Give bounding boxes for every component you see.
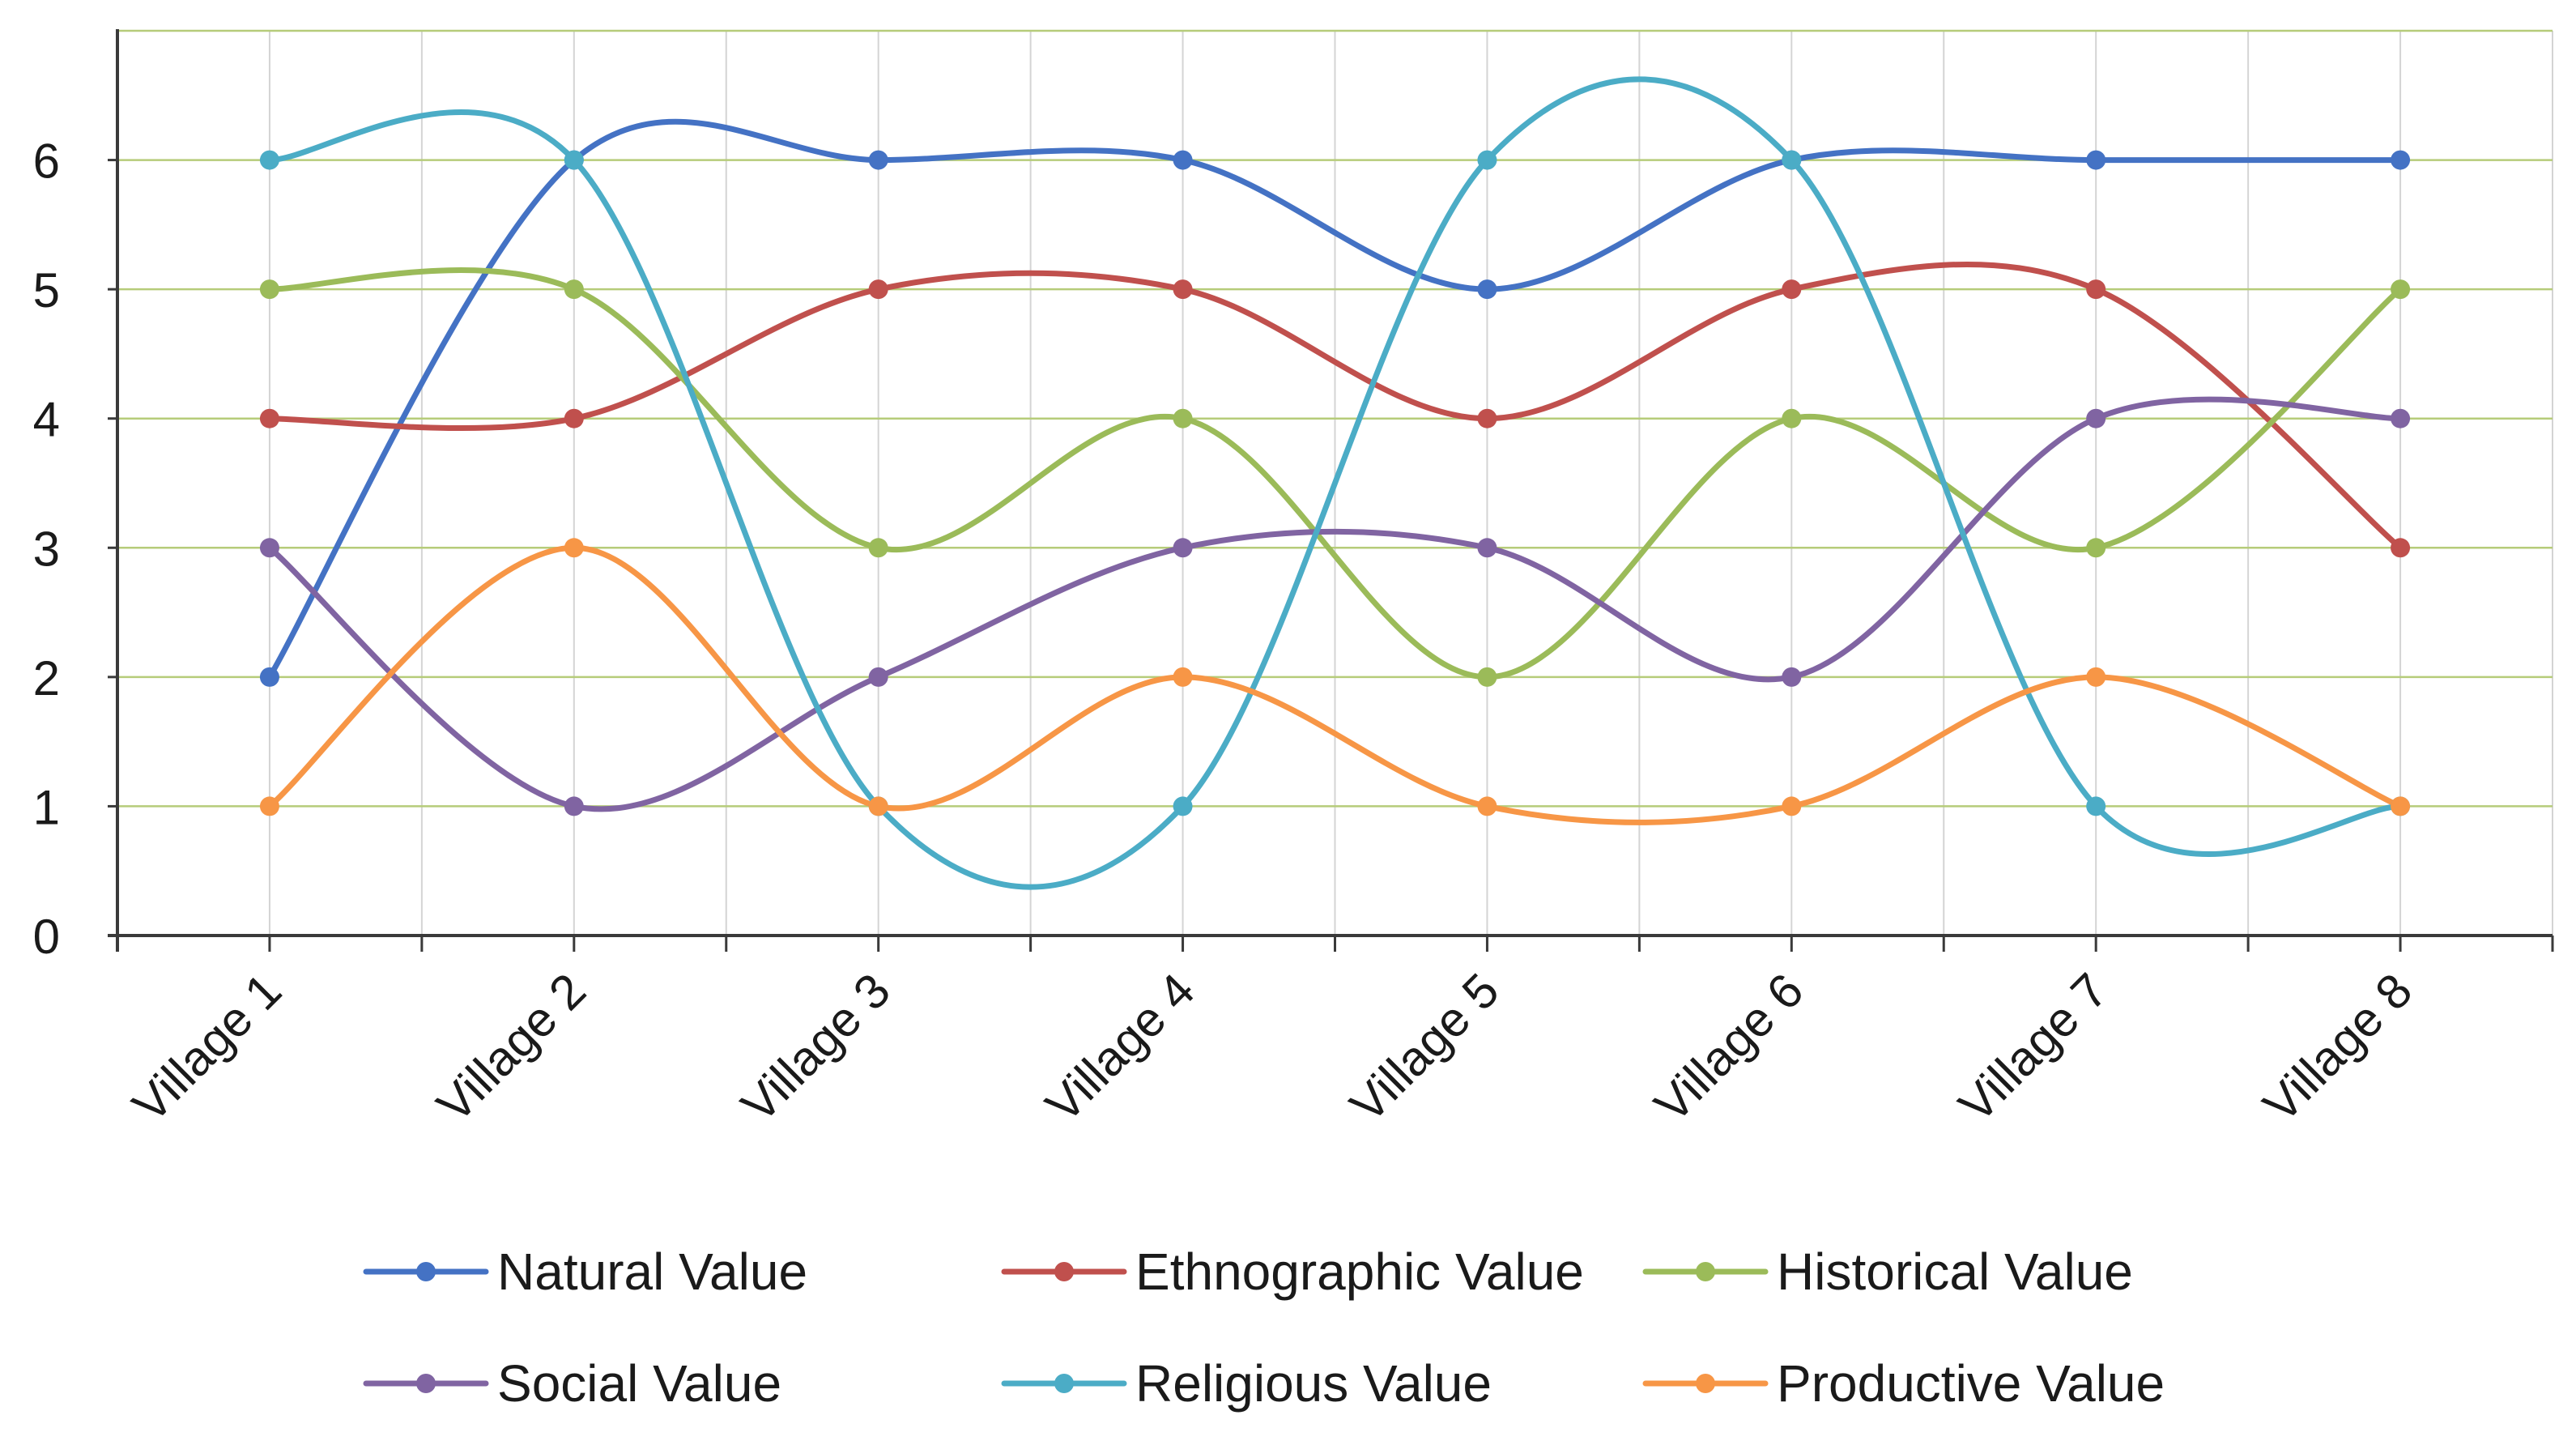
legend: Natural Value Ethnographic Value Historica…: [363, 1243, 2165, 1413]
y-tick-label: 5: [33, 263, 60, 318]
series-line-ethnographic-value: [266, 262, 2404, 551]
data-point-religious-value-village-6: [1782, 150, 1802, 170]
data-point-ethnographic-value-village-2: [564, 408, 584, 428]
data-point-social-value-village-1: [259, 538, 279, 558]
y-tick-label: 0: [33, 910, 60, 964]
series-line-productive-value: [266, 544, 2404, 825]
data-point-historical-value-village-2: [564, 279, 584, 300]
data-point-ethnographic-value-village-5: [1477, 408, 1497, 428]
data-point-religious-value-village-7: [2086, 796, 2106, 816]
data-points: [259, 150, 2411, 816]
data-point-ethnographic-value-village-3: [868, 279, 888, 300]
data-point-natural-value-village-4: [1173, 150, 1193, 170]
data-point-social-value-village-6: [1782, 667, 1802, 687]
legend-swatch-marker: [1696, 1374, 1715, 1393]
data-point-natural-value-village-3: [868, 150, 888, 170]
data-point-social-value-village-4: [1173, 538, 1193, 558]
data-point-historical-value-village-5: [1477, 667, 1497, 687]
legend-label: Ethnographic Value: [1135, 1243, 1584, 1301]
y-tick-label: 3: [33, 522, 60, 576]
legend-item-productive-value: Productive Value: [1642, 1354, 2165, 1413]
data-point-productive-value-village-8: [2391, 796, 2411, 816]
legend-swatch-marker: [1054, 1374, 1074, 1393]
data-point-natural-value-village-1: [259, 667, 279, 687]
data-point-productive-value-village-7: [2086, 667, 2106, 687]
series-line-religious-value: [266, 76, 2404, 890]
y-tick-label: 4: [33, 393, 60, 447]
axes: [108, 29, 2554, 952]
data-point-religious-value-village-4: [1173, 796, 1193, 816]
data-point-natural-value-village-7: [2086, 150, 2106, 170]
data-point-productive-value-village-3: [868, 796, 888, 816]
data-point-ethnographic-value-village-8: [2391, 538, 2411, 558]
legend-item-social-value: Social Value: [363, 1354, 781, 1413]
data-point-historical-value-village-4: [1173, 408, 1193, 428]
legend-item-religious-value: Religious Value: [1001, 1354, 1492, 1413]
legend-item-natural-value: Natural Value: [363, 1243, 807, 1301]
data-point-historical-value-village-1: [259, 279, 279, 300]
data-point-ethnographic-value-village-6: [1782, 279, 1802, 300]
data-point-social-value-village-8: [2391, 408, 2411, 428]
data-point-religious-value-village-2: [564, 150, 584, 170]
y-tick-label: 2: [33, 651, 60, 705]
legend-label: Religious Value: [1135, 1354, 1492, 1413]
data-point-natural-value-village-8: [2391, 150, 2411, 170]
data-point-social-value-village-2: [564, 796, 584, 816]
legend-label: Natural Value: [497, 1243, 807, 1301]
data-point-social-value-village-3: [868, 667, 888, 687]
series-line-historical-value: [266, 267, 2404, 680]
data-point-productive-value-village-4: [1173, 667, 1193, 687]
data-point-productive-value-village-6: [1782, 796, 1802, 816]
series-line-social-value: [266, 396, 2404, 812]
data-point-social-value-village-5: [1477, 538, 1497, 558]
data-point-ethnographic-value-village-4: [1173, 279, 1193, 300]
data-point-historical-value-village-3: [868, 538, 888, 558]
data-point-social-value-village-7: [2086, 408, 2106, 428]
data-point-religious-value-village-1: [259, 150, 279, 170]
data-point-historical-value-village-6: [1782, 408, 1802, 428]
series-lines: [266, 76, 2404, 890]
legend-label: Historical Value: [1777, 1243, 2133, 1301]
y-tick-label: 1: [33, 780, 60, 834]
data-point-productive-value-village-1: [259, 796, 279, 816]
data-point-religious-value-village-5: [1477, 150, 1497, 170]
data-point-productive-value-village-2: [564, 538, 584, 558]
legend-label: Productive Value: [1777, 1354, 2165, 1413]
legend-swatch-marker: [416, 1262, 436, 1281]
data-point-historical-value-village-7: [2086, 538, 2106, 558]
legend-item-ethnographic-value: Ethnographic Value: [1001, 1243, 1584, 1301]
data-point-historical-value-village-8: [2391, 279, 2411, 300]
legend-swatch-marker: [1054, 1262, 1074, 1281]
data-point-ethnographic-value-village-7: [2086, 279, 2106, 300]
data-point-natural-value-village-5: [1477, 279, 1497, 300]
legend-item-historical-value: Historical Value: [1642, 1243, 2133, 1301]
legend-label: Social Value: [497, 1354, 781, 1413]
legend-swatch-marker: [416, 1374, 436, 1393]
data-point-ethnographic-value-village-1: [259, 408, 279, 428]
data-point-productive-value-village-5: [1477, 796, 1497, 816]
legend-swatch-marker: [1696, 1262, 1715, 1281]
series-line-natural-value: [266, 118, 2404, 680]
y-tick-label: 6: [33, 134, 60, 189]
